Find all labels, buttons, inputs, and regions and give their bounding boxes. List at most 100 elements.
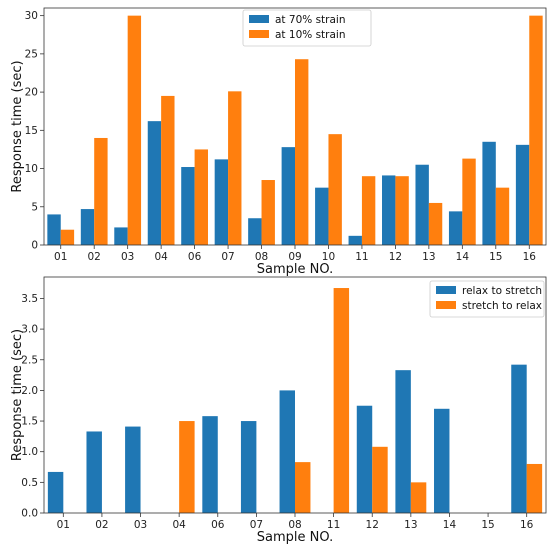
x-tick-label: 02	[95, 519, 108, 531]
bar-series1-16	[515, 144, 530, 245]
x-tick-label: 16	[523, 251, 537, 263]
x-axis-label: Sample NO.	[257, 262, 333, 277]
bar-series1-01	[47, 471, 64, 513]
x-tick-label: 13	[404, 519, 417, 531]
bar-series1-10	[315, 187, 329, 245]
bar-series2-16	[526, 463, 543, 513]
legend-entry: relax to stretch	[462, 285, 542, 297]
y-tick-label: 10	[25, 163, 38, 175]
y-tick-label: 20	[25, 87, 38, 99]
x-tick-label: 03	[121, 251, 134, 263]
bar-series2-12	[395, 176, 409, 245]
legend-box	[242, 9, 372, 47]
x-tick-label: 14	[443, 519, 457, 531]
bar-series1-08	[279, 390, 295, 513]
bar-series1-02	[86, 431, 102, 513]
y-tick-label: 2.0	[21, 385, 38, 397]
y-tick-label: 5	[31, 201, 38, 213]
bar-series2-08	[261, 180, 275, 245]
legend-swatch	[249, 15, 269, 23]
y-tick-label: 3.0	[21, 324, 38, 336]
bar-series2-13	[428, 202, 443, 245]
bar-series2-13	[410, 482, 427, 513]
x-tick-label: 15	[489, 251, 502, 263]
bar-series1-03	[125, 426, 141, 513]
x-tick-label: 07	[221, 251, 234, 263]
x-tick-label: 01	[57, 519, 70, 531]
x-tick-label: 04	[172, 519, 186, 531]
x-tick-label: 09	[288, 251, 301, 263]
bar-series1-01	[47, 214, 61, 245]
bar-series2-09	[295, 59, 309, 245]
bar-series1-15	[482, 141, 496, 245]
chart-2: 0.0 0.5 1.0 1.5 2.0 2.5 3.0 3.5 01 02 03 04 06 07 08 11…	[10, 276, 547, 545]
x-tick-label: 10	[322, 251, 335, 263]
bar-series2-07	[228, 91, 242, 245]
x-tick-label: 01	[54, 251, 67, 263]
x-tick-label: 14	[456, 251, 470, 263]
legend-swatch	[249, 30, 269, 38]
y-axis-label: Response time (sec)	[10, 60, 25, 192]
bar-series1-16	[511, 364, 527, 513]
y-tick-label: 30	[25, 10, 38, 22]
legend-entry: at 10% strain	[275, 29, 345, 41]
bar-series1-12	[382, 175, 396, 245]
bar-series2-14	[462, 158, 476, 245]
bar-series2-11	[333, 288, 350, 513]
bar-series2-10	[328, 134, 342, 245]
chart-1: 0 5 10 15 20 25 30 01 02 03 04 06 07 08 09 10 11 12 13 14 15…	[10, 7, 547, 277]
bar-series2-04	[179, 421, 195, 513]
bar-series1-07	[240, 421, 257, 513]
bar-series1-06	[181, 167, 195, 245]
bar-series1-11	[348, 235, 362, 245]
bar-series2-12	[372, 446, 388, 513]
x-tick-label: 12	[389, 251, 402, 263]
y-tick-label: 2.5	[21, 354, 38, 366]
bar-series1-08	[248, 218, 262, 245]
y-tick-label: 25	[25, 48, 38, 60]
legend-swatch	[436, 301, 456, 309]
bar-series1-04	[147, 121, 162, 245]
bar-series1-09	[281, 147, 295, 245]
x-tick-label: 16	[520, 519, 534, 531]
y-tick-label: 15	[25, 125, 38, 137]
x-tick-label: 15	[481, 519, 494, 531]
bar-series2-01	[60, 229, 75, 245]
x-axis-label: Sample NO.	[257, 530, 333, 545]
bar-series1-13	[395, 370, 411, 513]
x-tick-label: 02	[88, 251, 101, 263]
bar-series2-08	[295, 462, 311, 513]
bar-series1-12	[356, 405, 373, 513]
x-tick-label: 08	[288, 519, 301, 531]
x-tick-label: 07	[250, 519, 263, 531]
y-tick-label: 0	[31, 240, 38, 252]
x-tick-label: 11	[355, 251, 368, 263]
x-tick-label: 08	[255, 251, 268, 263]
legend-box	[429, 280, 545, 318]
bar-series1-14	[448, 211, 463, 245]
y-axis-label: Response time (sec)	[10, 329, 25, 461]
bar-series1-07	[214, 159, 229, 245]
legend-entry: at 70% strain	[275, 14, 345, 26]
bar-series2-06	[194, 149, 208, 245]
bar-series1-06	[202, 416, 218, 513]
bar-series2-15	[495, 187, 510, 245]
legend-entry: stretch to relax	[462, 300, 542, 312]
y-tick-label: 0.5	[21, 477, 38, 489]
bar-series1-13	[415, 164, 429, 245]
bar-series1-03	[114, 227, 128, 245]
x-tick-label: 06	[188, 251, 202, 263]
bar-series2-03	[127, 15, 142, 246]
x-tick-label: 04	[154, 251, 168, 263]
bar-series2-11	[361, 176, 376, 245]
x-tick-label: 03	[134, 519, 147, 531]
y-tick-label: 1.0	[21, 446, 38, 458]
legend-swatch	[436, 286, 456, 294]
bar-series2-16	[529, 15, 543, 246]
y-tick-label: 0.0	[21, 508, 38, 520]
x-tick-label: 12	[366, 519, 379, 531]
bar-series2-02	[94, 137, 108, 245]
bar-series1-02	[80, 209, 95, 245]
x-tick-label: 06	[211, 519, 225, 531]
